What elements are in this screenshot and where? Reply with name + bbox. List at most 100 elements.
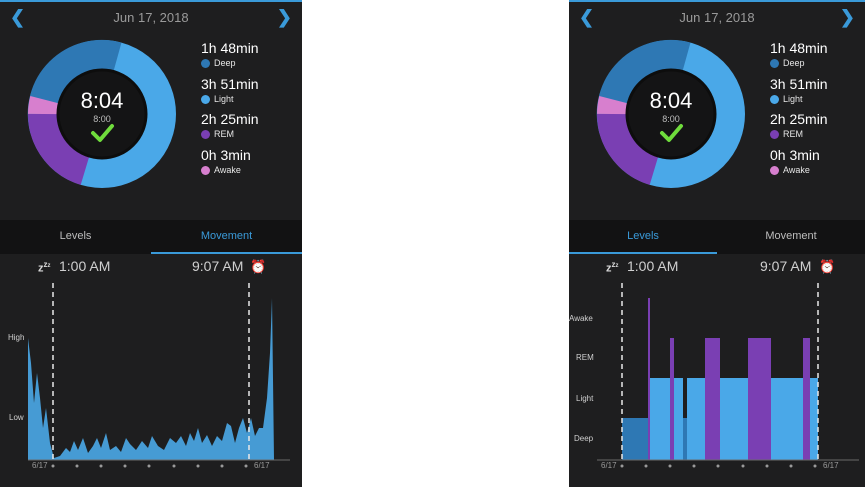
tab-levels[interactable]: Levels [569, 220, 717, 254]
legend-deep: 1h 48min Deep [201, 40, 301, 76]
date-title: Jun 17, 2018 [679, 10, 755, 25]
deep-dot-icon [770, 59, 779, 68]
zzz-icon: zzz [606, 260, 619, 275]
date-title: Jun 17, 2018 [113, 10, 189, 25]
donut-awake [597, 96, 631, 115]
light-dot-icon [201, 94, 210, 104]
level-block-rem [670, 338, 674, 460]
legend-awake: 0h 3min Awake [201, 147, 301, 183]
total-sleep-time: 8:04 [81, 88, 124, 113]
legend-rem: 2h 25min REM [201, 111, 301, 147]
sleep-stages-donut: 8:04 8:00 [596, 39, 745, 188]
x-axis-dots [51, 464, 248, 468]
donut-rem [27, 113, 91, 185]
y-label-light: Light [576, 394, 594, 403]
chevron-left-icon[interactable]: ❮ [579, 7, 595, 27]
legend-awake: 0h 3min Awake [770, 147, 865, 183]
legend-deep: 1h 48min Deep [770, 40, 865, 76]
rem-duration: 2h 25min [770, 111, 828, 127]
sleep-stages-donut: 8:04 8:00 [27, 39, 176, 188]
top-accent-line [569, 0, 865, 2]
sleep-time-row: zzz 1:00 AM 9:07 AM ⏰ [0, 258, 302, 278]
awake-label: Awake [214, 164, 241, 175]
tab-movement[interactable]: Movement [765, 230, 817, 242]
end-time: 9:07 AM [760, 258, 812, 274]
awake-dot-icon [201, 165, 210, 175]
checkmark-icon [91, 124, 114, 142]
level-block-light [673, 378, 683, 460]
donut-rem [596, 113, 660, 185]
level-block-light [771, 378, 803, 460]
light-label: Light [214, 93, 234, 104]
sleep-time-row: zzz 1:00 AM 9:07 AM ⏰ [569, 258, 865, 278]
rem-label: REM [783, 129, 803, 139]
legend-rem: 2h 25min REM [770, 111, 865, 147]
movement-area [28, 298, 274, 460]
deep-duration: 1h 48min [770, 40, 828, 56]
light-label: Light [783, 93, 803, 104]
light-dot-icon [770, 94, 779, 104]
y-label-deep: Deep [574, 434, 594, 443]
donut-center [56, 68, 148, 160]
rem-dot-icon [770, 130, 779, 139]
top-accent-line [0, 0, 302, 2]
levels-chart [597, 283, 859, 468]
donut-center [625, 68, 717, 160]
legend-light: 3h 51min Light [201, 76, 301, 112]
total-sleep-time: 8:04 [650, 88, 693, 113]
movement-chart [28, 283, 290, 468]
level-block-light [810, 378, 818, 460]
sleep-goal: 8:00 [93, 114, 111, 124]
y-label-high: High [8, 333, 25, 342]
view-tabs: Levels Movement [569, 220, 865, 254]
level-block-awake [648, 298, 650, 460]
zzz-icon: zzz [38, 260, 51, 275]
y-label-awake: Awake [569, 314, 593, 323]
x-axis-dots [620, 464, 817, 468]
level-block-light [648, 378, 670, 460]
y-label-rem: REM [576, 353, 594, 362]
checkmark-icon [660, 124, 683, 142]
sleep-legend: 1h 48min Deep 3h 51min Light 2h 25min RE… [770, 40, 865, 182]
rem-duration: 2h 25min [201, 111, 259, 127]
level-block-light [720, 378, 748, 460]
chevron-right-icon[interactable]: ❯ [839, 7, 855, 27]
awake-duration: 0h 3min [201, 146, 251, 163]
x-label-end: 6/17 [254, 461, 270, 470]
x-label-start: 6/17 [32, 461, 48, 470]
tab-levels[interactable]: Levels [59, 230, 92, 242]
deep-label: Deep [214, 58, 236, 68]
level-block-rem [705, 338, 720, 460]
awake-dot-icon [770, 165, 779, 175]
sleep-goal: 8:00 [662, 114, 680, 124]
deep-dot-icon [201, 59, 210, 68]
date-header: ❮ Jun 17, 2018 ❯ [569, 0, 865, 34]
y-label-low: Low [9, 413, 24, 422]
start-time: 1:00 AM [627, 258, 679, 274]
date-header: ❮ Jun 17, 2018 ❯ [0, 0, 302, 34]
deep-label: Deep [783, 58, 805, 68]
chevron-right-icon[interactable]: ❯ [276, 7, 292, 27]
level-block-rem [803, 338, 810, 460]
chevron-left-icon[interactable]: ❮ [10, 7, 26, 27]
legend-light: 3h 51min Light [770, 76, 865, 112]
rem-label: REM [214, 129, 234, 139]
alarm-clock-icon: ⏰ [250, 259, 267, 274]
awake-label: Awake [783, 164, 810, 175]
rem-dot-icon [201, 130, 210, 139]
end-time: 9:07 AM [192, 258, 244, 274]
awake-duration: 0h 3min [770, 146, 820, 163]
start-time: 1:00 AM [59, 258, 111, 274]
sleep-panel-movement: ❮ Jun 17, 2018 ❯ 8:04 8:00 1h 48min Deep… [0, 0, 302, 487]
sleep-legend: 1h 48min Deep 3h 51min Light 2h 25min RE… [201, 40, 301, 182]
donut-awake [28, 96, 62, 115]
tab-movement[interactable]: Movement [151, 220, 302, 254]
deep-duration: 1h 48min [201, 40, 259, 56]
level-block-rem [748, 338, 771, 460]
x-label-end: 6/17 [823, 461, 839, 470]
alarm-clock-icon: ⏰ [819, 259, 836, 274]
view-tabs: Levels Movement [0, 220, 302, 254]
light-duration: 3h 51min [201, 75, 259, 92]
x-label-start: 6/17 [601, 461, 617, 470]
light-duration: 3h 51min [770, 75, 828, 92]
